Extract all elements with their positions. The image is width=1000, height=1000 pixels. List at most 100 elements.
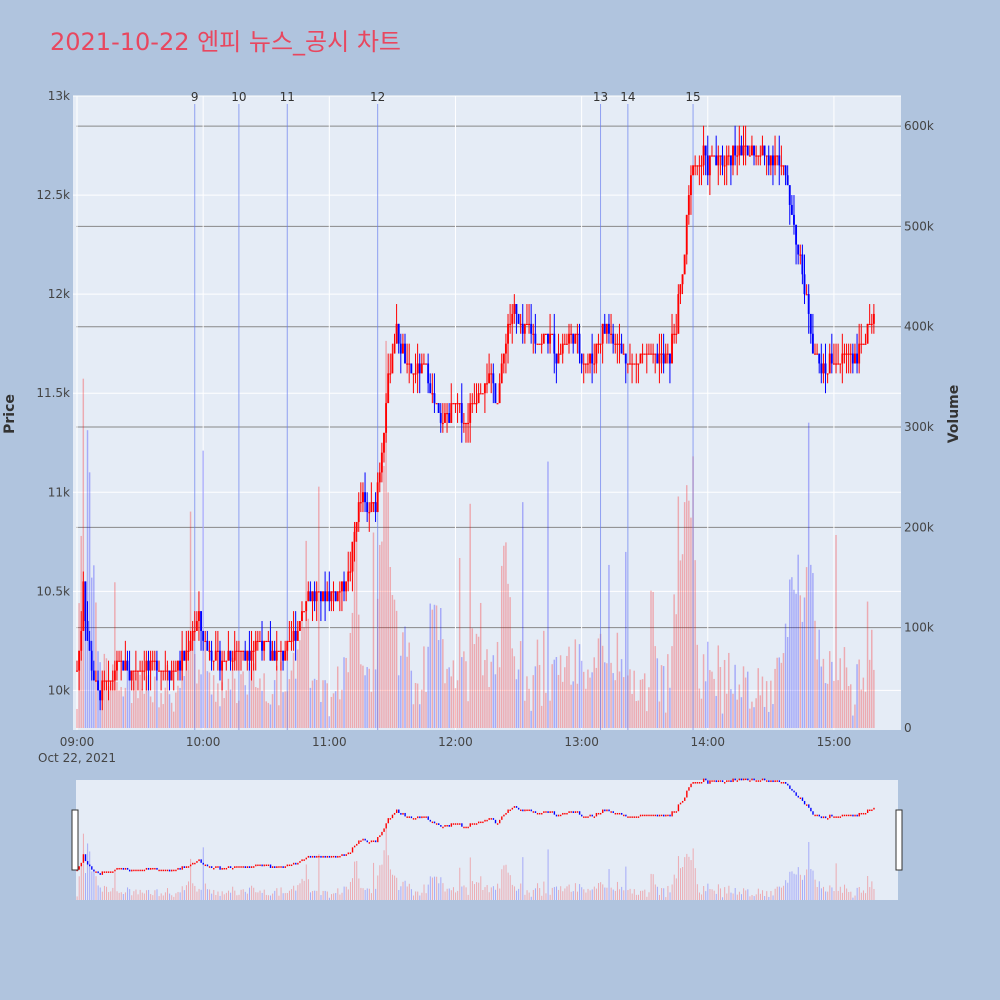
volume-bar	[246, 694, 249, 728]
volume-bar	[660, 665, 663, 728]
slider-volume-bar	[141, 892, 143, 900]
slider-candle	[517, 807, 520, 810]
candle-body	[685, 214, 688, 255]
volume-bar	[784, 623, 787, 728]
slider-volume-bar	[604, 887, 606, 900]
slider-candle	[753, 778, 755, 781]
candle-body	[397, 323, 400, 344]
slider-volume-bar	[835, 863, 837, 900]
volume-bar	[774, 668, 776, 728]
candle-body	[681, 274, 684, 285]
slider-volume-bar	[633, 889, 635, 900]
candle-body	[847, 353, 850, 355]
candle-body	[265, 640, 268, 643]
volume-bar	[843, 647, 846, 728]
slider-candle	[145, 867, 148, 870]
slider-volume-bar	[696, 884, 698, 900]
slider-volume-bar	[545, 893, 547, 900]
y2-tick-label: 500k	[904, 219, 934, 233]
candle-body	[137, 670, 139, 672]
volume-bar	[530, 710, 532, 728]
y-tick-label: 10k	[48, 683, 70, 697]
slider-volume-bar	[686, 853, 688, 900]
volume-bar	[404, 626, 406, 728]
volume-bar	[835, 534, 837, 728]
candle-body	[544, 333, 547, 335]
slider-volume-bar	[246, 893, 248, 900]
range-slider-left-handle[interactable]	[71, 809, 79, 871]
volume-bar	[759, 695, 762, 728]
price-plot-area[interactable]	[73, 96, 901, 730]
candle-body	[204, 640, 207, 643]
slider-candle	[364, 838, 366, 841]
slider-candle	[442, 826, 444, 829]
slider-volume-bar	[789, 871, 791, 900]
volume-bar	[156, 671, 158, 728]
slider-candle	[688, 787, 690, 791]
slider-volume-bar	[345, 886, 347, 900]
grid-lines	[73, 95, 901, 730]
slider-volume-bar	[593, 886, 595, 900]
candle-body	[446, 413, 448, 415]
candle-body	[187, 650, 190, 652]
candle-body	[675, 333, 678, 335]
candle-body	[458, 403, 461, 405]
slider-candle	[837, 816, 839, 818]
slider-volume-bar	[158, 896, 160, 900]
slider-candle	[507, 809, 509, 813]
slider-candle	[589, 814, 591, 817]
candle-body	[399, 343, 402, 354]
slider-candle	[347, 852, 350, 855]
volume-bar	[707, 641, 709, 728]
volume-bar	[269, 704, 272, 728]
candle-body	[244, 650, 247, 661]
slider-candle	[715, 780, 717, 783]
slider-candle	[551, 811, 553, 813]
slider-candle	[604, 809, 606, 812]
volume-bar	[639, 679, 642, 728]
candle-body	[256, 640, 259, 643]
volume-bar	[82, 378, 85, 728]
volume-bar	[88, 472, 91, 728]
slider-volume-bar	[377, 875, 379, 900]
candle-body	[120, 660, 123, 662]
slider-volume-bar	[869, 887, 871, 900]
candle-body	[103, 680, 106, 682]
candle-body	[803, 274, 806, 295]
range-slider[interactable]	[76, 780, 898, 900]
candle-body	[298, 621, 301, 631]
volume-bar	[643, 673, 646, 728]
candle-body	[696, 165, 699, 167]
volume-bar	[868, 659, 871, 728]
range-slider-right-handle[interactable]	[895, 809, 903, 871]
candle-body	[568, 333, 570, 344]
slider-volume-bar	[76, 896, 78, 900]
slider-volume-bar	[312, 890, 314, 900]
slider-volume-bar	[680, 868, 682, 900]
candle-body	[553, 333, 556, 354]
y2-tick-label: 0	[904, 721, 912, 735]
slider-candle	[393, 812, 396, 815]
volume-bar	[866, 601, 869, 728]
candle-body	[870, 323, 873, 326]
slider-candle	[400, 812, 402, 815]
candle-body	[246, 650, 249, 661]
candle-body	[605, 323, 608, 334]
slider-volume-bar	[490, 887, 492, 900]
slider-volume-bar	[408, 883, 410, 900]
slider-candle	[219, 866, 221, 870]
slider-candle	[292, 862, 295, 865]
candle-body	[145, 660, 148, 671]
candle-body	[380, 452, 383, 473]
candle-body	[513, 304, 516, 314]
slider-candle	[782, 782, 785, 784]
slider-volume-bar	[690, 860, 692, 900]
volume-bar	[744, 677, 747, 728]
candle-body	[729, 155, 732, 166]
candle-body	[385, 403, 388, 433]
slider-volume-bar	[131, 895, 133, 900]
slider-volume-bar	[446, 888, 448, 900]
volume-bar	[421, 689, 423, 728]
slider-volume-bar	[801, 879, 803, 900]
volume-bar	[322, 680, 324, 728]
